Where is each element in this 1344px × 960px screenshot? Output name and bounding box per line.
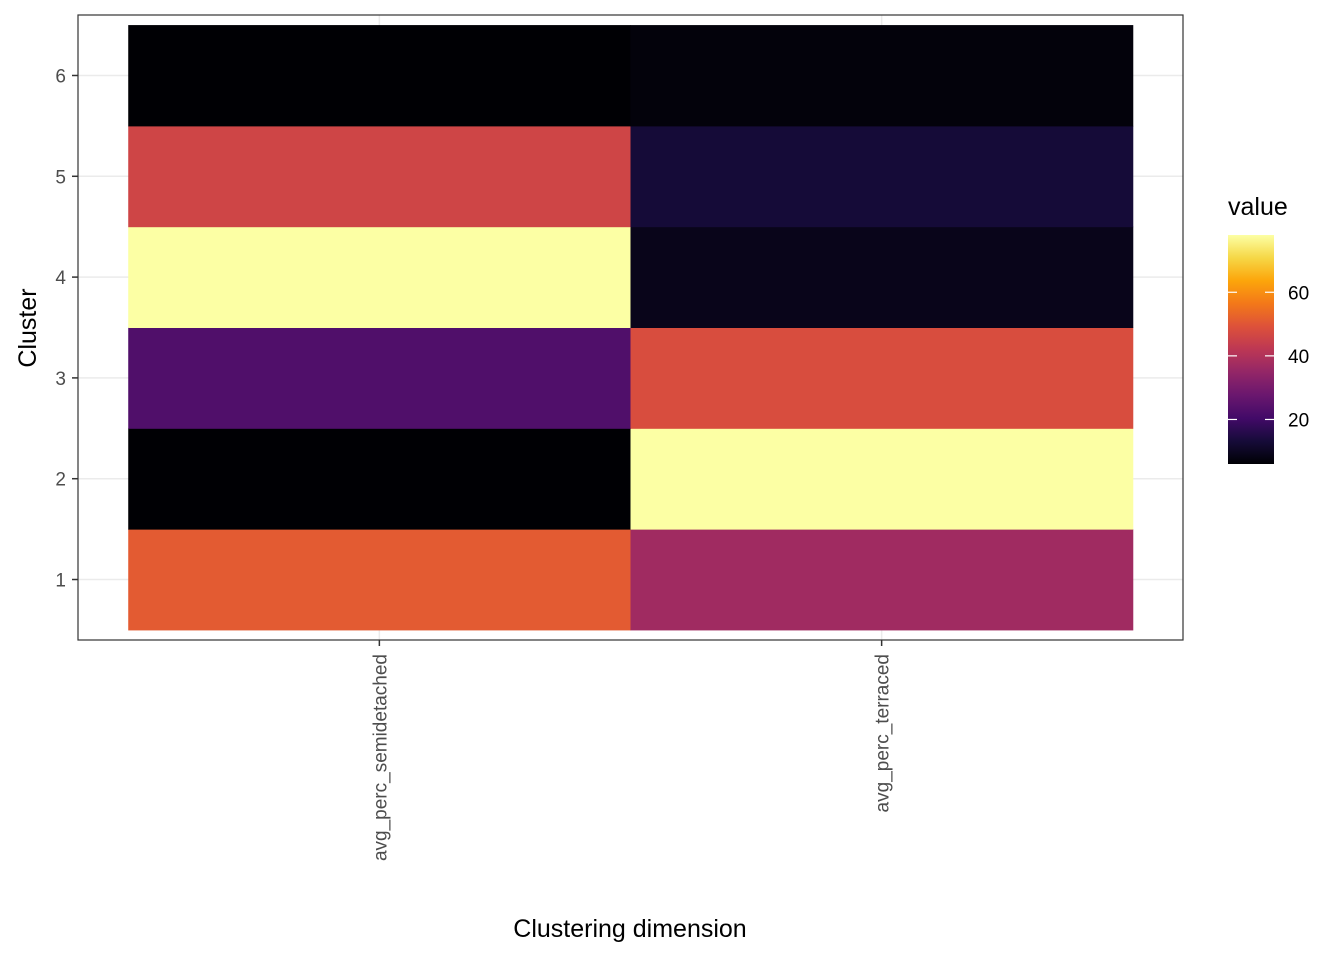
heatmap-cell <box>128 529 631 631</box>
heatmap-cell <box>630 529 1134 631</box>
y-tick-label: 6 <box>55 66 66 87</box>
legend: value 20 40 60 <box>1228 193 1309 464</box>
legend-tick-label: 40 <box>1288 347 1309 368</box>
y-tick-label: 2 <box>55 470 66 491</box>
x-axis-title: Clustering dimension <box>513 915 746 943</box>
heatmap-cell <box>128 327 631 429</box>
heatmap-cell <box>128 226 631 328</box>
heatmap-cell <box>630 125 1134 228</box>
heatmap-cell <box>128 428 631 530</box>
legend-colorbar <box>1228 235 1274 464</box>
x-tick-label: avg_perc_semidetached <box>370 654 391 861</box>
y-tick-label: 1 <box>55 571 66 592</box>
y-tick-label: 3 <box>55 369 66 390</box>
heatmap-cells <box>128 25 1134 631</box>
plot-border <box>77 14 1184 641</box>
heatmap-cell <box>630 428 1134 530</box>
heatmap-cell <box>630 226 1134 328</box>
y-axis: 1 2 3 4 5 6 <box>55 66 78 592</box>
y-tick-label: 4 <box>55 268 66 289</box>
legend-title: value <box>1228 193 1288 221</box>
heatmap-cell <box>630 25 1134 127</box>
legend-tick-label: 20 <box>1288 410 1309 431</box>
heatmap-cell <box>128 25 631 127</box>
heatmap-cell <box>630 327 1134 429</box>
y-tick-label: 5 <box>55 167 66 188</box>
x-tick-label: avg_perc_terraced <box>873 654 894 812</box>
x-axis: avg_perc_semidetached avg_perc_terraced <box>370 640 894 861</box>
heatmap-cell <box>128 125 631 228</box>
legend-tick-label: 60 <box>1288 283 1309 304</box>
y-axis-title: Cluster <box>14 288 42 367</box>
legend-ticks: 20 40 60 <box>1228 283 1309 431</box>
